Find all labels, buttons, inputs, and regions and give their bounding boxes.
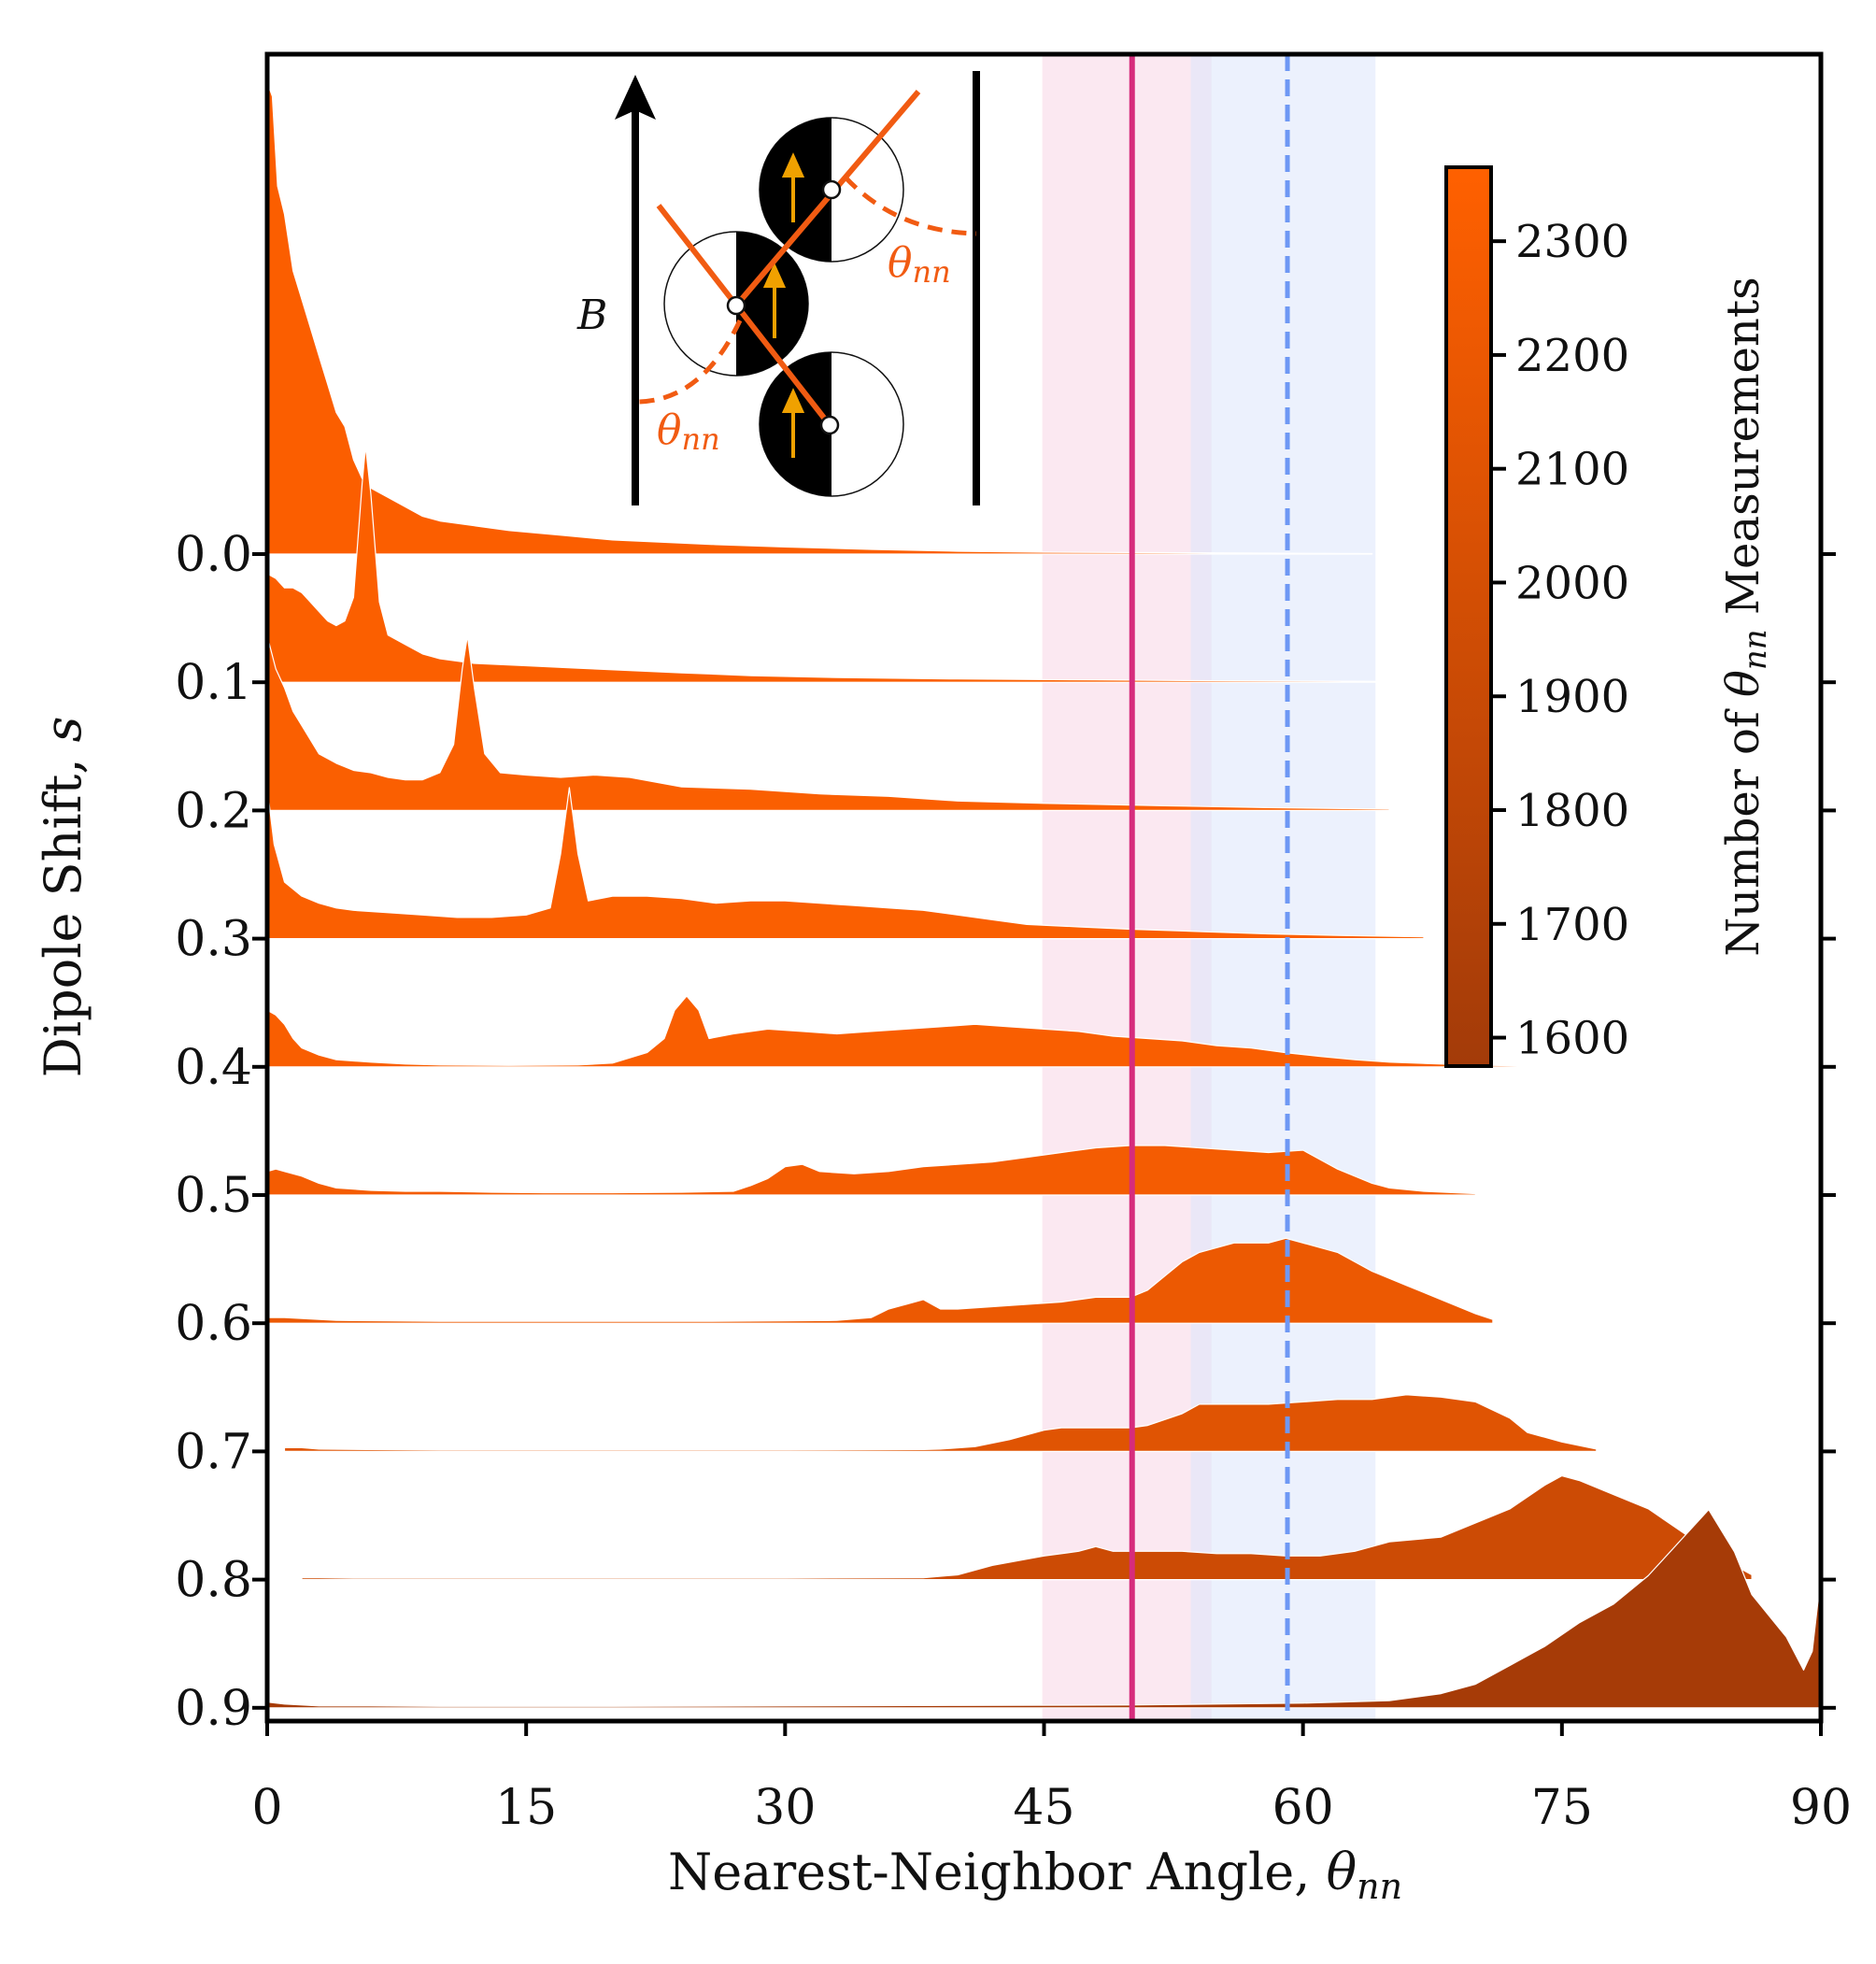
particle-middle-dark-half	[736, 232, 808, 376]
angle-arc-top	[844, 176, 977, 236]
x-tick-label-15: 15	[495, 1780, 557, 1836]
ridge-s-0-9	[267, 1509, 1821, 1709]
y-axis-label: Dipole Shift, s	[34, 717, 92, 1078]
colorbar-gradient	[1444, 165, 1493, 1068]
nn-line-upper	[733, 90, 921, 307]
x-tick-label-30: 30	[754, 1780, 816, 1836]
colorbar-label: Number of θnn Measurements	[1717, 277, 1774, 956]
ridge-s-0-3	[267, 787, 1425, 940]
x-tick-label-75: 75	[1531, 1780, 1593, 1836]
reference-lines	[1129, 54, 1290, 1721]
particle-top-dark-half	[760, 118, 831, 262]
x-tick-label-45: 45	[1013, 1780, 1074, 1836]
ridges	[267, 81, 1821, 1709]
center-dot-middle	[726, 295, 746, 316]
shaded-bands	[1042, 54, 1376, 1721]
angle-label-bottom: θnn	[657, 406, 720, 457]
ridge-s-0-2	[267, 634, 1390, 811]
particle-bottom-dark-half	[760, 352, 831, 496]
dipole-arrow-bottom-icon	[781, 388, 805, 413]
y-tick-label-0.0: 0.0	[175, 527, 252, 583]
field-label: B	[576, 292, 607, 339]
center-dot-bottom	[819, 415, 840, 435]
nn-line-lower	[656, 204, 832, 427]
x-axis-label: Nearest-Neighbor Angle, θnn	[668, 1843, 1402, 1907]
colorbar-tick-label-2200: 2200	[1515, 330, 1629, 382]
pink-band	[1042, 54, 1212, 1721]
ridge-s-0-1	[267, 446, 1390, 683]
y-tick-label-0.8: 0.8	[175, 1553, 252, 1609]
y-tick-label-0.4: 0.4	[175, 1040, 252, 1096]
center-dot-top	[821, 179, 842, 200]
axis-ticks: 0 15 30 45 60 75 90 0.0 0.1 0.2 0.3 0.4 0.5 0.6 0.7 0.8…	[175, 527, 1852, 1836]
x-tick-label-0: 0	[251, 1780, 282, 1836]
y-tick-label-0.3: 0.3	[175, 912, 252, 968]
y-tick-label-0.5: 0.5	[175, 1168, 252, 1224]
y-tick-label-0.6: 0.6	[175, 1296, 252, 1352]
colorbar-tick-label-1700: 1700	[1515, 899, 1629, 951]
y-tick-label-0.1: 0.1	[175, 655, 252, 711]
angle-label-top: θnn	[888, 239, 951, 290]
ridge-s-0-8	[301, 1474, 1753, 1581]
ridge-s-0-5	[267, 1145, 1476, 1196]
ridge-s-0-6	[267, 1237, 1494, 1324]
field-arrow-icon	[615, 75, 656, 120]
blue-band	[1190, 54, 1376, 1721]
ridge-s-0	[267, 81, 1373, 555]
colorbar: 2300 2200 2100 2000 1900 1800 1700 1600 Number …	[1444, 165, 1774, 1068]
colorbar-tick-label-1800: 1800	[1515, 785, 1629, 837]
dipole-arrow-middle-icon	[762, 263, 787, 288]
colorbar-tick-label-1600: 1600	[1515, 1013, 1629, 1065]
colorbar-tick-label-1900: 1900	[1515, 671, 1629, 723]
ridge-s-0-7	[283, 1394, 1598, 1452]
y-tick-label-0.7: 0.7	[175, 1424, 252, 1480]
colorbar-ticks: 2300 2200 2100 2000 1900 1800 1700 1600	[1491, 216, 1629, 1065]
colorbar-tick-label-2100: 2100	[1515, 444, 1629, 496]
y-tick-label-0.9: 0.9	[175, 1681, 252, 1737]
x-tick-label-90: 90	[1790, 1780, 1852, 1836]
angle-arc-bottom	[638, 319, 743, 405]
inset-diagram: B θnn θnn	[576, 71, 980, 505]
x-tick-label-60: 60	[1272, 1780, 1334, 1836]
colorbar-tick-label-2300: 2300	[1515, 216, 1629, 268]
colorbar-tick-label-2000: 2000	[1515, 557, 1629, 609]
y-tick-label-0.2: 0.2	[175, 783, 252, 839]
ridge-s-0-4	[267, 995, 1563, 1068]
dipole-arrow-top-icon	[781, 152, 805, 178]
